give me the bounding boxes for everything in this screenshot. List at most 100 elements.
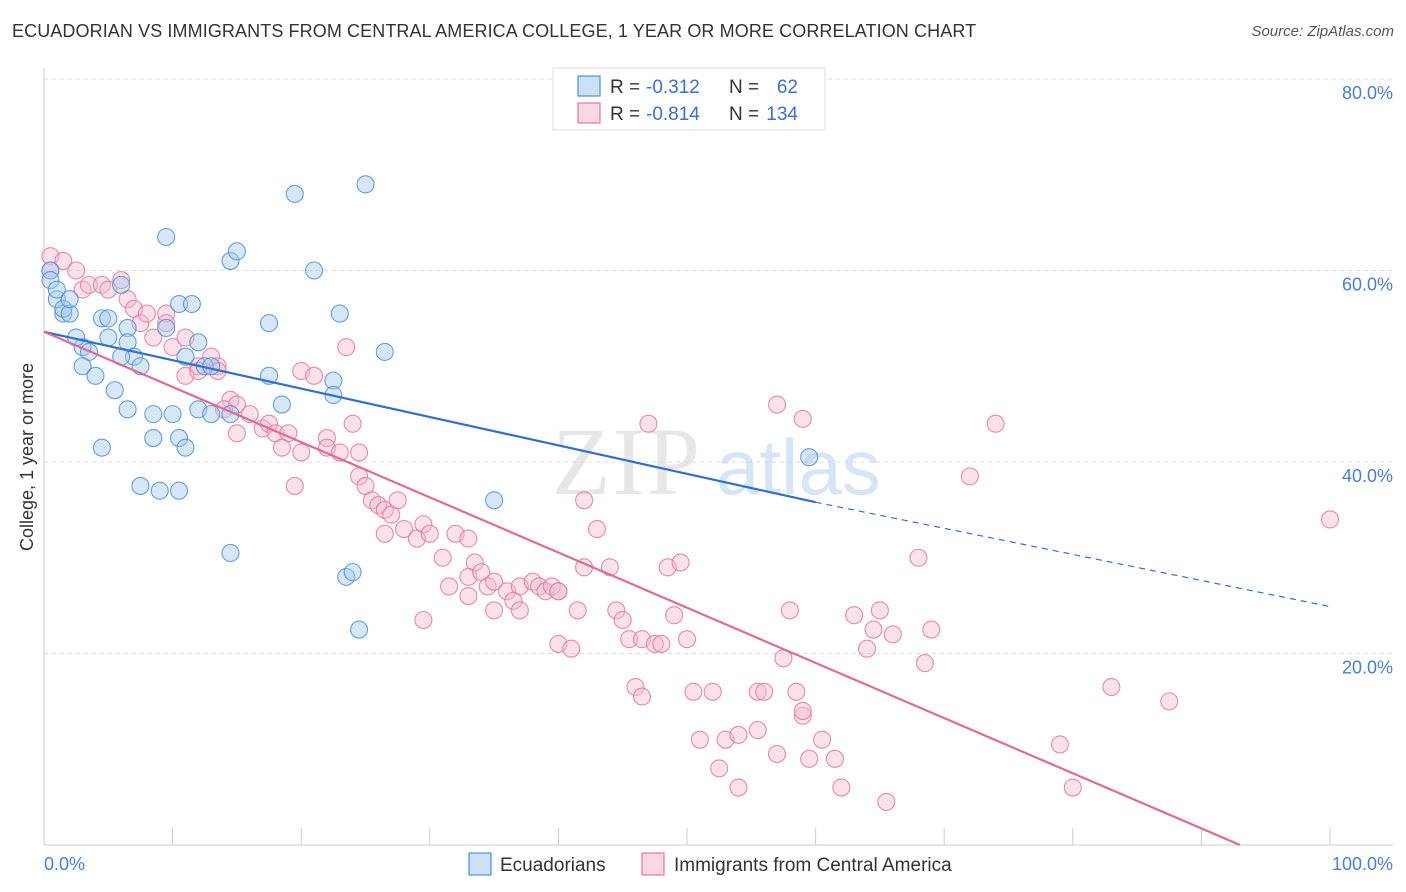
immigrants-point-38 [317,429,336,448]
ecuadorians-point-45 [305,261,324,280]
ecuadorians-point-37 [150,481,169,500]
ecuadorians-points [41,175,819,639]
series-legend-immigrants: Immigrants from Central America [674,855,952,876]
immigrants-point-89 [562,639,581,658]
ecuadorians-point-33 [169,429,189,448]
immigrants-point-102 [729,778,748,797]
immigrants-point-109 [780,601,799,620]
immigrants-point-54 [420,524,439,543]
ecuadorians-point-38 [92,438,111,457]
immigrants-point-35 [285,476,304,495]
legend-r-value-1: -0.312 [646,77,700,98]
immigrants-point-134 [793,409,812,428]
ecuadorians-point-40 [227,242,246,261]
immigrants-point-112 [793,701,812,721]
immigrants-point-87 [665,606,684,625]
immigrants-point-131 [1160,692,1179,711]
immigrants-point-70 [414,610,433,630]
ecuadorians-point-55 [485,491,504,510]
immigrants-point-101 [710,759,729,778]
immigrants-point-34 [292,443,311,462]
immigrants-point-82 [620,630,639,649]
trend-lines [43,330,1331,847]
immigrants-point-111 [793,706,812,725]
immigrants-point-76 [549,582,568,601]
immigrants-point-122 [883,625,902,644]
legend-n-label-1: N = [729,77,759,98]
ecuadorians-point-61 [60,290,79,309]
immigrants-point-125 [922,620,941,639]
watermark: ZIP atlas [552,408,881,515]
immigrants-point-97 [684,682,703,701]
immigrants-point-27 [227,424,246,443]
immigrants-point-12 [137,304,156,323]
immigrants-point-105 [748,721,767,740]
ecuadorians-point-58 [202,357,221,376]
immigrants-point-5 [79,275,99,294]
legend-n-value-2: 134 [766,104,798,125]
immigrants-point-71 [440,577,459,596]
immigrants-point-124 [915,654,934,673]
chart-title: ECUADORIAN VS IMMIGRANTS FROM CENTRAL AM… [12,21,977,41]
ecuadorians-point-13 [105,381,124,400]
series-legend: Ecuadorians Immigrants from Central Amer… [468,852,952,876]
immigrants-point-99 [703,682,722,701]
immigrants-point-123 [909,548,928,567]
immigrants-point-95 [626,677,645,697]
ecuadorians-point-35 [169,481,189,500]
immigrants-point-126 [960,467,979,486]
gridlines [44,78,1393,654]
immigrants-point-8 [112,271,131,290]
ecuadorians-trend-extension [815,501,1331,608]
immigrants-point-79 [600,558,619,577]
immigrants-point-49 [388,491,407,510]
ecuadorians-point-39 [221,251,240,270]
immigrants-point-1 [54,251,73,270]
legend-swatch-blue [577,75,601,97]
immigrants-point-37 [305,366,324,385]
immigrants-point-117 [845,606,864,625]
immigrants-point-114 [812,730,832,749]
ecuadorians-point-51 [221,543,240,563]
y-tick-label-20: 20.0% [1342,658,1393,678]
immigrants-point-118 [857,639,877,658]
immigrants-point-57 [459,529,478,548]
ecuadorians-point-41 [259,314,279,333]
watermark-atlas: atlas [716,423,881,511]
series-legend-swatch-ecuadorians [468,852,492,876]
ecuadorians-point-44 [285,184,304,203]
immigrants-point-107 [767,744,787,764]
immigrants-point-50 [375,524,394,543]
immigrants-point-13 [144,328,163,347]
immigrants-point-14 [157,304,176,323]
immigrants-trend-line [43,330,1241,847]
ecuadorians-point-14 [118,318,137,338]
ecuadorians-point-56 [800,448,819,467]
ecuadorians-point-0 [41,261,60,280]
immigrants-point-75 [510,601,529,620]
immigrants-point-74 [504,591,523,610]
immigrants-point-104 [729,725,748,744]
source-note: Source: ZipAtlas.com [1251,23,1394,40]
immigrants-point-113 [800,749,819,768]
immigrants-point-55 [433,548,452,567]
immigrants-point-62 [485,572,504,591]
immigrants-point-127 [986,414,1005,433]
immigrants-point-80 [607,601,626,620]
ecuadorians-point-32 [118,400,137,419]
immigrants-point-77 [575,491,594,510]
y-tick-labels: 20.0% 40.0% 60.0% 80.0% [1342,83,1393,678]
immigrants-point-103 [748,682,767,701]
immigrants-point-110 [787,682,806,701]
legend-n-value-1: 62 [777,77,798,98]
immigrants-point-85 [652,634,671,653]
immigrants-point-128 [1050,735,1069,754]
x-tick-label-0: 0.0% [44,854,85,874]
immigrants-point-130 [1102,677,1121,697]
x-axis-ticks [43,828,1331,845]
ecuadorians-point-31 [144,429,163,448]
immigrants-point-42 [350,443,369,462]
ecuadorians-point-26 [157,227,176,247]
immigrants-point-135 [337,338,356,357]
immigrants-point-92 [639,414,658,433]
